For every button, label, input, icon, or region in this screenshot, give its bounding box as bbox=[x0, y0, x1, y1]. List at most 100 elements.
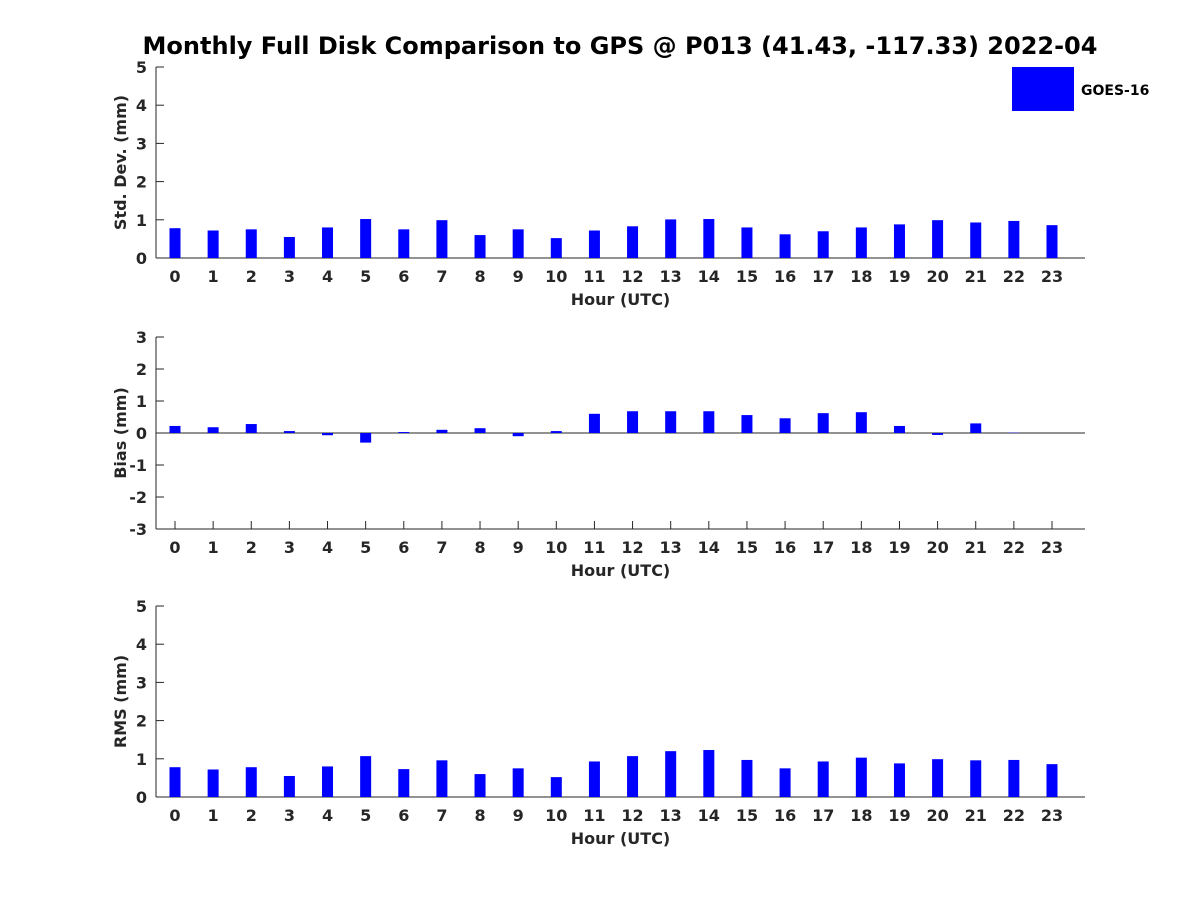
p2-y-tick-label: 1 bbox=[136, 750, 147, 769]
p2-y-tick-label: 3 bbox=[136, 673, 147, 692]
p1-x-tick-label: 13 bbox=[660, 538, 682, 557]
p2-y-tick-label: 5 bbox=[136, 597, 147, 616]
p1-bar bbox=[283, 431, 295, 433]
p2-x-tick-label: 0 bbox=[169, 806, 180, 825]
p1-x-tick-label: 12 bbox=[621, 538, 643, 557]
p0-bar bbox=[588, 230, 600, 258]
p2-y-tick-label: 2 bbox=[136, 712, 147, 731]
p1-x-tick-label: 15 bbox=[736, 538, 758, 557]
p0-x-tick-label: 10 bbox=[545, 267, 567, 286]
p0-y-tick-label: 4 bbox=[136, 96, 147, 115]
p0-x-tick-label: 1 bbox=[208, 267, 219, 286]
p1-bar bbox=[169, 425, 181, 433]
p2-x-tick-label: 1 bbox=[208, 806, 219, 825]
p0-bar bbox=[1008, 220, 1020, 258]
p2-x-tick-label: 19 bbox=[888, 806, 910, 825]
p1-x-tick-label: 10 bbox=[545, 538, 567, 557]
p2-x-tick-label: 13 bbox=[660, 806, 682, 825]
chart-title: Monthly Full Disk Comparison to GPS @ P0… bbox=[143, 32, 1098, 60]
p1-x-tick-label: 14 bbox=[698, 538, 720, 557]
p1-bar bbox=[665, 411, 677, 433]
p2-x-tick-label: 16 bbox=[774, 806, 796, 825]
p0-bar bbox=[817, 231, 829, 258]
p0-bar bbox=[360, 219, 372, 258]
p0-x-tick-label: 6 bbox=[398, 267, 409, 286]
p1-bar bbox=[627, 411, 639, 433]
p0-bar bbox=[169, 228, 181, 258]
p1-x-tick-label: 19 bbox=[888, 538, 910, 557]
p2-bar bbox=[665, 751, 677, 797]
p2-bar bbox=[436, 760, 448, 797]
p1-x-tick-label: 20 bbox=[926, 538, 948, 557]
p1-bar bbox=[360, 433, 372, 443]
p1-x-tick-label: 4 bbox=[322, 538, 333, 557]
p0-bar bbox=[893, 224, 905, 258]
p2-x-tick-label: 6 bbox=[398, 806, 409, 825]
p2-x-tick-label: 7 bbox=[436, 806, 447, 825]
p0-y-tick-label: 0 bbox=[136, 249, 147, 268]
p0-x-tick-label: 23 bbox=[1041, 267, 1063, 286]
p0-bar bbox=[207, 230, 219, 258]
p0-bar bbox=[932, 220, 944, 258]
p2-x-tick-label: 11 bbox=[583, 806, 605, 825]
p0-x-tick-label: 21 bbox=[965, 267, 987, 286]
p0-x-tick-label: 14 bbox=[698, 267, 720, 286]
p0-x-tick-label: 4 bbox=[322, 267, 333, 286]
p2-x-tick-label: 20 bbox=[926, 806, 948, 825]
p1-bar bbox=[512, 433, 524, 437]
p0-x-tick-label: 8 bbox=[474, 267, 485, 286]
p0-x-tick-label: 13 bbox=[660, 267, 682, 286]
p1-bar bbox=[322, 433, 334, 436]
p0-bar bbox=[550, 238, 562, 258]
p1-y-tick-label: -2 bbox=[129, 488, 147, 507]
p2-bar bbox=[322, 766, 334, 797]
p1-y-tick-label: -3 bbox=[129, 520, 147, 539]
p2-x-tick-label: 3 bbox=[284, 806, 295, 825]
p2-bar bbox=[627, 756, 639, 797]
p1-bar bbox=[550, 431, 562, 433]
p2-bar bbox=[550, 777, 562, 797]
p2-bar bbox=[360, 756, 372, 797]
p0-x-tick-label: 18 bbox=[850, 267, 872, 286]
p1-y-tick-label: 2 bbox=[136, 360, 147, 379]
p0-bar bbox=[1046, 225, 1058, 258]
p2-x-tick-label: 2 bbox=[246, 806, 257, 825]
p0-bar bbox=[703, 219, 715, 258]
p0-x-tick-label: 0 bbox=[169, 267, 180, 286]
p2-bar bbox=[398, 769, 410, 797]
p0-x-tick-label: 3 bbox=[284, 267, 295, 286]
p0-bar bbox=[474, 235, 486, 258]
p1-x-tick-label: 23 bbox=[1041, 538, 1063, 557]
p1-x-tick-label: 3 bbox=[284, 538, 295, 557]
p1-x-tick-label: 0 bbox=[169, 538, 180, 557]
p2-x-tick-label: 17 bbox=[812, 806, 834, 825]
p0-y-axis-label: Std. Dev. (mm) bbox=[111, 95, 130, 230]
p2-bar bbox=[893, 763, 905, 797]
p1-y-axis-label: Bias (mm) bbox=[111, 387, 130, 479]
p2-x-tick-label: 21 bbox=[965, 806, 987, 825]
p0-x-tick-label: 2 bbox=[246, 267, 257, 286]
p1-x-tick-label: 18 bbox=[850, 538, 872, 557]
p1-y-tick-label: 0 bbox=[136, 424, 147, 443]
p0-x-tick-label: 19 bbox=[888, 267, 910, 286]
p2-bar bbox=[932, 759, 944, 797]
p0-x-tick-label: 9 bbox=[513, 267, 524, 286]
p2-bar bbox=[245, 767, 257, 797]
p2-x-axis-label: Hour (UTC) bbox=[571, 829, 671, 848]
p0-bar bbox=[436, 220, 448, 258]
p2-y-axis-label: RMS (mm) bbox=[111, 655, 130, 748]
p1-y-tick-label: -1 bbox=[129, 456, 147, 475]
p1-x-axis-label: Hour (UTC) bbox=[571, 561, 671, 580]
p0-bar bbox=[665, 219, 677, 258]
p2-bar bbox=[855, 757, 867, 797]
p1-bar bbox=[893, 425, 905, 433]
p2-x-tick-label: 10 bbox=[545, 806, 567, 825]
p1-bar bbox=[398, 432, 410, 433]
p2-bar bbox=[970, 760, 982, 797]
p0-x-tick-label: 20 bbox=[926, 267, 948, 286]
p2-x-tick-label: 9 bbox=[513, 806, 524, 825]
p2-x-tick-label: 22 bbox=[1003, 806, 1025, 825]
p2-x-tick-label: 12 bbox=[621, 806, 643, 825]
